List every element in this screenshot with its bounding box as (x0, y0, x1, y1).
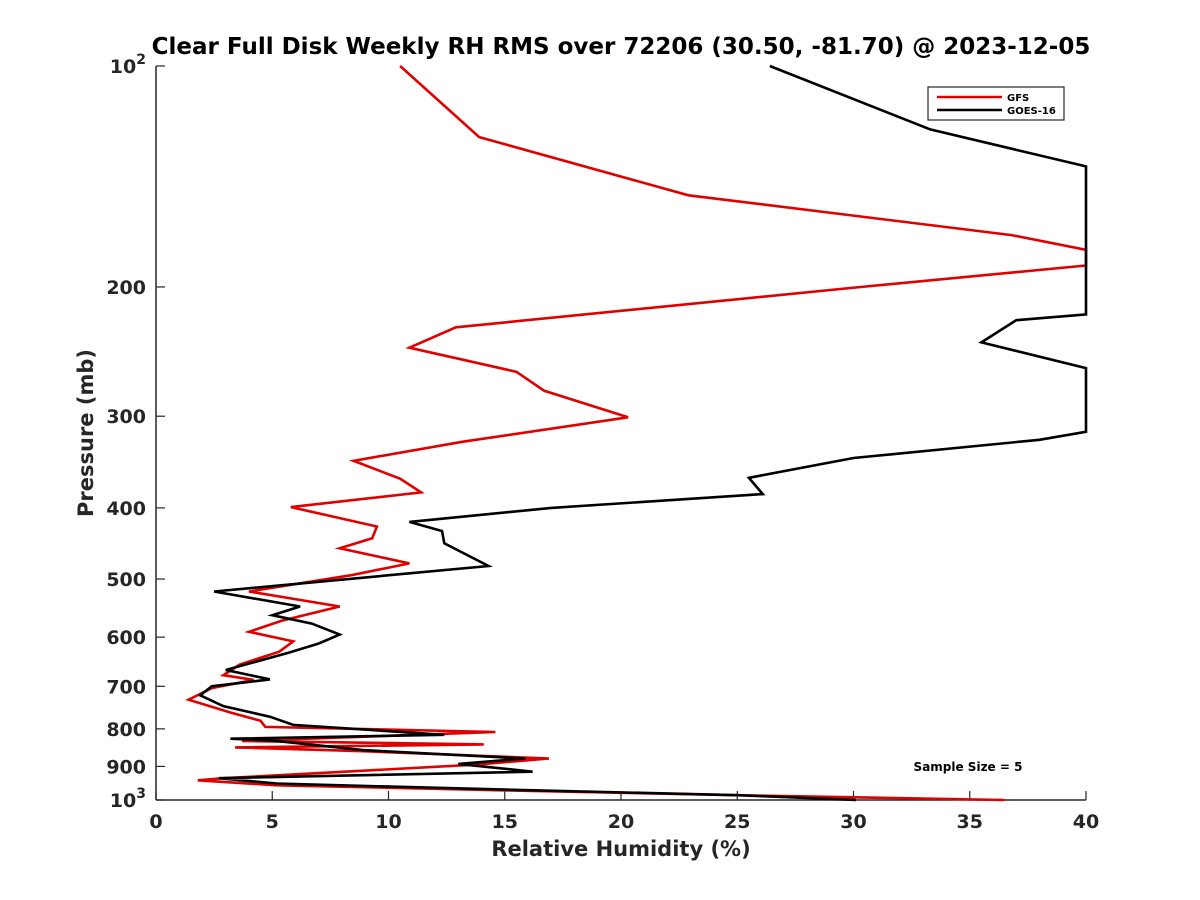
x-ticks: 0 5 10 15 20 25 30 35 40 (149, 791, 1099, 833)
x-axis-label: Relative Humidity (%) (491, 837, 750, 861)
y-tick-exponent-9: 3 (136, 786, 146, 802)
series-line-goes-16 (197, 64, 1088, 802)
x-tick-label-1: 5 (266, 811, 279, 833)
legend-box (927, 86, 1065, 121)
x-tick-label-0: 0 (149, 811, 162, 833)
legend-label-gfs: GFS (1007, 93, 1029, 104)
series-line-gfs (185, 65, 1088, 802)
x-tick-label-2: 10 (375, 811, 401, 833)
legend: GFS GOES-16 (927, 86, 1065, 121)
y-tick-base-9: 10 (110, 790, 136, 812)
x-tick-label-3: 15 (492, 811, 518, 833)
y-tick-exponent-0: 2 (136, 52, 146, 68)
y-tick-label-4: 500 (106, 569, 146, 591)
y-tick-base-0: 10 (110, 56, 136, 78)
x-tick-label-5: 25 (724, 811, 750, 833)
x-tick-label-7: 35 (957, 811, 983, 833)
legend-label-goes-16: GOES-16 (1007, 106, 1056, 117)
y-tick-label-9: 103 (110, 786, 146, 812)
y-tick-label-1: 200 (106, 277, 146, 299)
chart-title: Clear Full Disk Weekly RH RMS over 72206… (152, 34, 1091, 60)
sample-size-annotation: Sample Size = 5 (914, 760, 1023, 774)
y-axis-label: Pressure (mb) (74, 349, 98, 517)
y-tick-label-5: 600 (106, 627, 146, 649)
x-tick-label-4: 20 (608, 811, 634, 833)
y-tick-label-8: 900 (106, 756, 146, 778)
y-tick-label-6: 700 (106, 676, 146, 698)
y-tick-label-7: 800 (106, 719, 146, 741)
x-tick-label-6: 30 (840, 811, 866, 833)
y-tick-label-3: 400 (106, 498, 146, 520)
y-tick-label-2: 300 (106, 406, 146, 428)
series-lines (185, 64, 1088, 802)
y-tick-label-0: 102 (110, 52, 146, 78)
x-tick-label-8: 40 (1073, 811, 1099, 833)
